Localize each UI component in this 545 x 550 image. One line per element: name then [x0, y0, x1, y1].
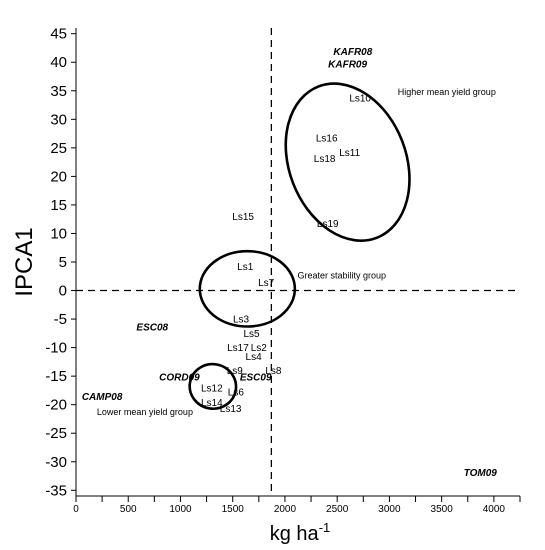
genotype-label: Ls12: [201, 384, 223, 395]
genotype-label: Ls6: [228, 388, 245, 399]
environment-label: KAFR09: [328, 59, 367, 70]
reference-lines: [76, 28, 520, 496]
genotype-label: Ls18: [314, 154, 336, 165]
group-label: Higher mean yield group: [398, 87, 496, 97]
y-tick-label: -35: [45, 482, 67, 499]
x-axis-title-superscript: -1: [319, 520, 331, 535]
x-axis-title: kg ha-1: [270, 520, 331, 545]
y-tick-label: 0: [59, 283, 67, 300]
y-tick-label: -15: [45, 368, 67, 385]
x-tick-label: 2000: [274, 504, 297, 515]
genotype-label: Ls16: [316, 134, 338, 145]
genotype-label: Ls13: [220, 404, 242, 415]
axes: -35 -30 -25 -20 -15 -10 -5 0 5 10 15 20 25 30 35 40 45 0 5…: [45, 26, 521, 515]
group-ellipses: Higher mean yield group Greater stability…: [97, 82, 496, 417]
y-tick-label: 20: [50, 168, 67, 185]
genotype-label: Ls17: [227, 343, 249, 354]
y-axis-title: IPCA1: [11, 227, 38, 296]
y-tick-label: -20: [45, 397, 67, 414]
y-tick-label: 5: [59, 254, 67, 271]
genotype-label: Ls5: [243, 329, 260, 340]
y-tick-label: 40: [50, 54, 67, 71]
x-tick-label: 4000: [483, 504, 506, 515]
x-tick-label: 500: [120, 504, 137, 515]
environment-label: CORD09: [159, 373, 200, 384]
genotype-label: Ls10: [349, 94, 371, 105]
x-tick-label: 1500: [222, 504, 245, 515]
genotype-label: Ls14: [201, 398, 223, 409]
environment-label: ESC09: [240, 373, 272, 384]
x-tick-label: 3500: [431, 504, 454, 515]
y-tick-label: 30: [50, 111, 67, 128]
environment-label: CAMP08: [82, 392, 123, 403]
x-tick-label: 1000: [169, 504, 192, 515]
environment-label: KAFR08: [333, 47, 372, 58]
genotype-label: Ls7: [258, 278, 275, 289]
genotype-label: Ls2: [251, 343, 268, 354]
x-tick-label: 0: [73, 504, 79, 515]
x-tick-label: 2500: [326, 504, 349, 515]
y-tick-label: -5: [54, 311, 67, 328]
genotype-label: Ls3: [233, 315, 250, 326]
genotype-label: Ls19: [317, 219, 339, 230]
genotype-label: Ls15: [232, 212, 254, 223]
x-tick-label: 3000: [378, 504, 401, 515]
y-tick-label: -30: [45, 454, 67, 471]
group-label: Greater stability group: [297, 271, 386, 281]
axis-titles: IPCA1 kg ha-1: [11, 227, 330, 545]
y-tick-label: -10: [45, 340, 67, 357]
genotype-label: Ls1: [237, 262, 254, 273]
group-label: Lower mean yield group: [97, 407, 193, 417]
environment-label: TOM09: [464, 468, 498, 479]
group-ellipse: [198, 249, 297, 328]
genotype-label: Ls11: [339, 148, 360, 159]
group-ellipse: [284, 82, 411, 242]
group-ellipse: [188, 362, 238, 411]
y-tick-label: 15: [50, 197, 67, 214]
x-axis-title-main: kg ha: [270, 523, 320, 545]
y-tick-label: 45: [50, 26, 67, 43]
y-tick-label: 10: [50, 225, 67, 242]
genotype-label: Ls4: [246, 352, 263, 363]
y-tick-label: 25: [50, 140, 67, 157]
environment-label: ESC08: [136, 322, 168, 333]
genotype-label: Ls9: [227, 366, 244, 377]
y-tick-label: -25: [45, 425, 67, 442]
genotype-label: Ls8: [265, 366, 282, 377]
y-tick-label: 35: [50, 83, 67, 100]
